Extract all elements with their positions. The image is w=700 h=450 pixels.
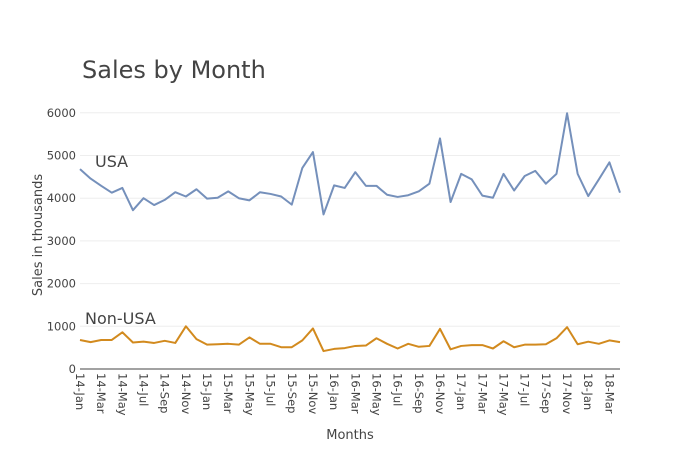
x-tick-label: 15-May bbox=[242, 373, 256, 416]
x-tick-label: 15-Jul bbox=[264, 373, 278, 406]
x-tick-label: 17-Sep bbox=[539, 373, 553, 413]
y-tick-label: 3000 bbox=[47, 234, 76, 248]
series-label: Non-USA bbox=[85, 309, 156, 328]
y-tick-label: 4000 bbox=[47, 191, 76, 205]
x-axis-title: Months bbox=[326, 428, 374, 443]
x-tick-label: 14-Jul bbox=[137, 373, 151, 406]
series-line-usa bbox=[79, 112, 621, 216]
x-tick-label: 16-Nov bbox=[433, 373, 447, 414]
y-axis-ticks: 0 1000 2000 3000 4000 5000 6000 bbox=[47, 106, 76, 376]
x-tick-label: 14-Sep bbox=[158, 373, 172, 413]
x-tick-label: 15-Nov bbox=[306, 373, 320, 414]
y-tick-label: 1000 bbox=[47, 319, 76, 333]
series-label: USA bbox=[95, 152, 128, 171]
chart-title: Sales by Month bbox=[82, 56, 266, 84]
y-tick-label: 6000 bbox=[47, 106, 76, 120]
y-gridlines bbox=[80, 112, 620, 327]
x-tick-label: 14-Nov bbox=[179, 373, 193, 414]
y-tick-label: 2000 bbox=[47, 277, 76, 291]
x-tick-label: 16-May bbox=[369, 373, 383, 416]
y-tick-label: 5000 bbox=[47, 149, 76, 163]
x-tick-label: 17-Jan bbox=[454, 373, 468, 410]
x-tick-label: 18-Mar bbox=[602, 373, 616, 414]
x-tick-label: 16-Sep bbox=[412, 373, 426, 413]
series-lines bbox=[79, 112, 621, 353]
x-axis-ticks: 14-Jan 14-Mar 14-May 14-Jul 14-Sep 14-Nov 15-J… bbox=[73, 373, 616, 416]
x-tick-label: 15-Jan bbox=[200, 373, 214, 410]
x-tick-label: 16-Jul bbox=[391, 373, 405, 406]
x-tick-label: 14-May bbox=[115, 373, 129, 416]
series-labels: USA Non-USA bbox=[85, 152, 156, 328]
x-tick-label: 16-Jan bbox=[327, 373, 341, 410]
x-tick-label: 15-Mar bbox=[221, 373, 235, 414]
x-tick-label: 17-Mar bbox=[475, 373, 489, 414]
x-tick-label: 14-Mar bbox=[94, 373, 108, 414]
x-tick-label: 16-Mar bbox=[348, 373, 362, 414]
x-tick-label: 17-Nov bbox=[560, 373, 574, 414]
x-tick-label: 14-Jan bbox=[73, 373, 87, 410]
x-tick-label: 17-Jul bbox=[518, 373, 532, 406]
x-tick-label: 18-Jan bbox=[581, 373, 595, 410]
y-axis-title: Sales in thousands bbox=[31, 174, 46, 296]
y-tick-label: 0 bbox=[69, 362, 76, 376]
series-line-non-usa bbox=[79, 325, 621, 353]
x-tick-label: 17-May bbox=[497, 373, 511, 416]
x-tick-label: 15-Sep bbox=[285, 373, 299, 413]
